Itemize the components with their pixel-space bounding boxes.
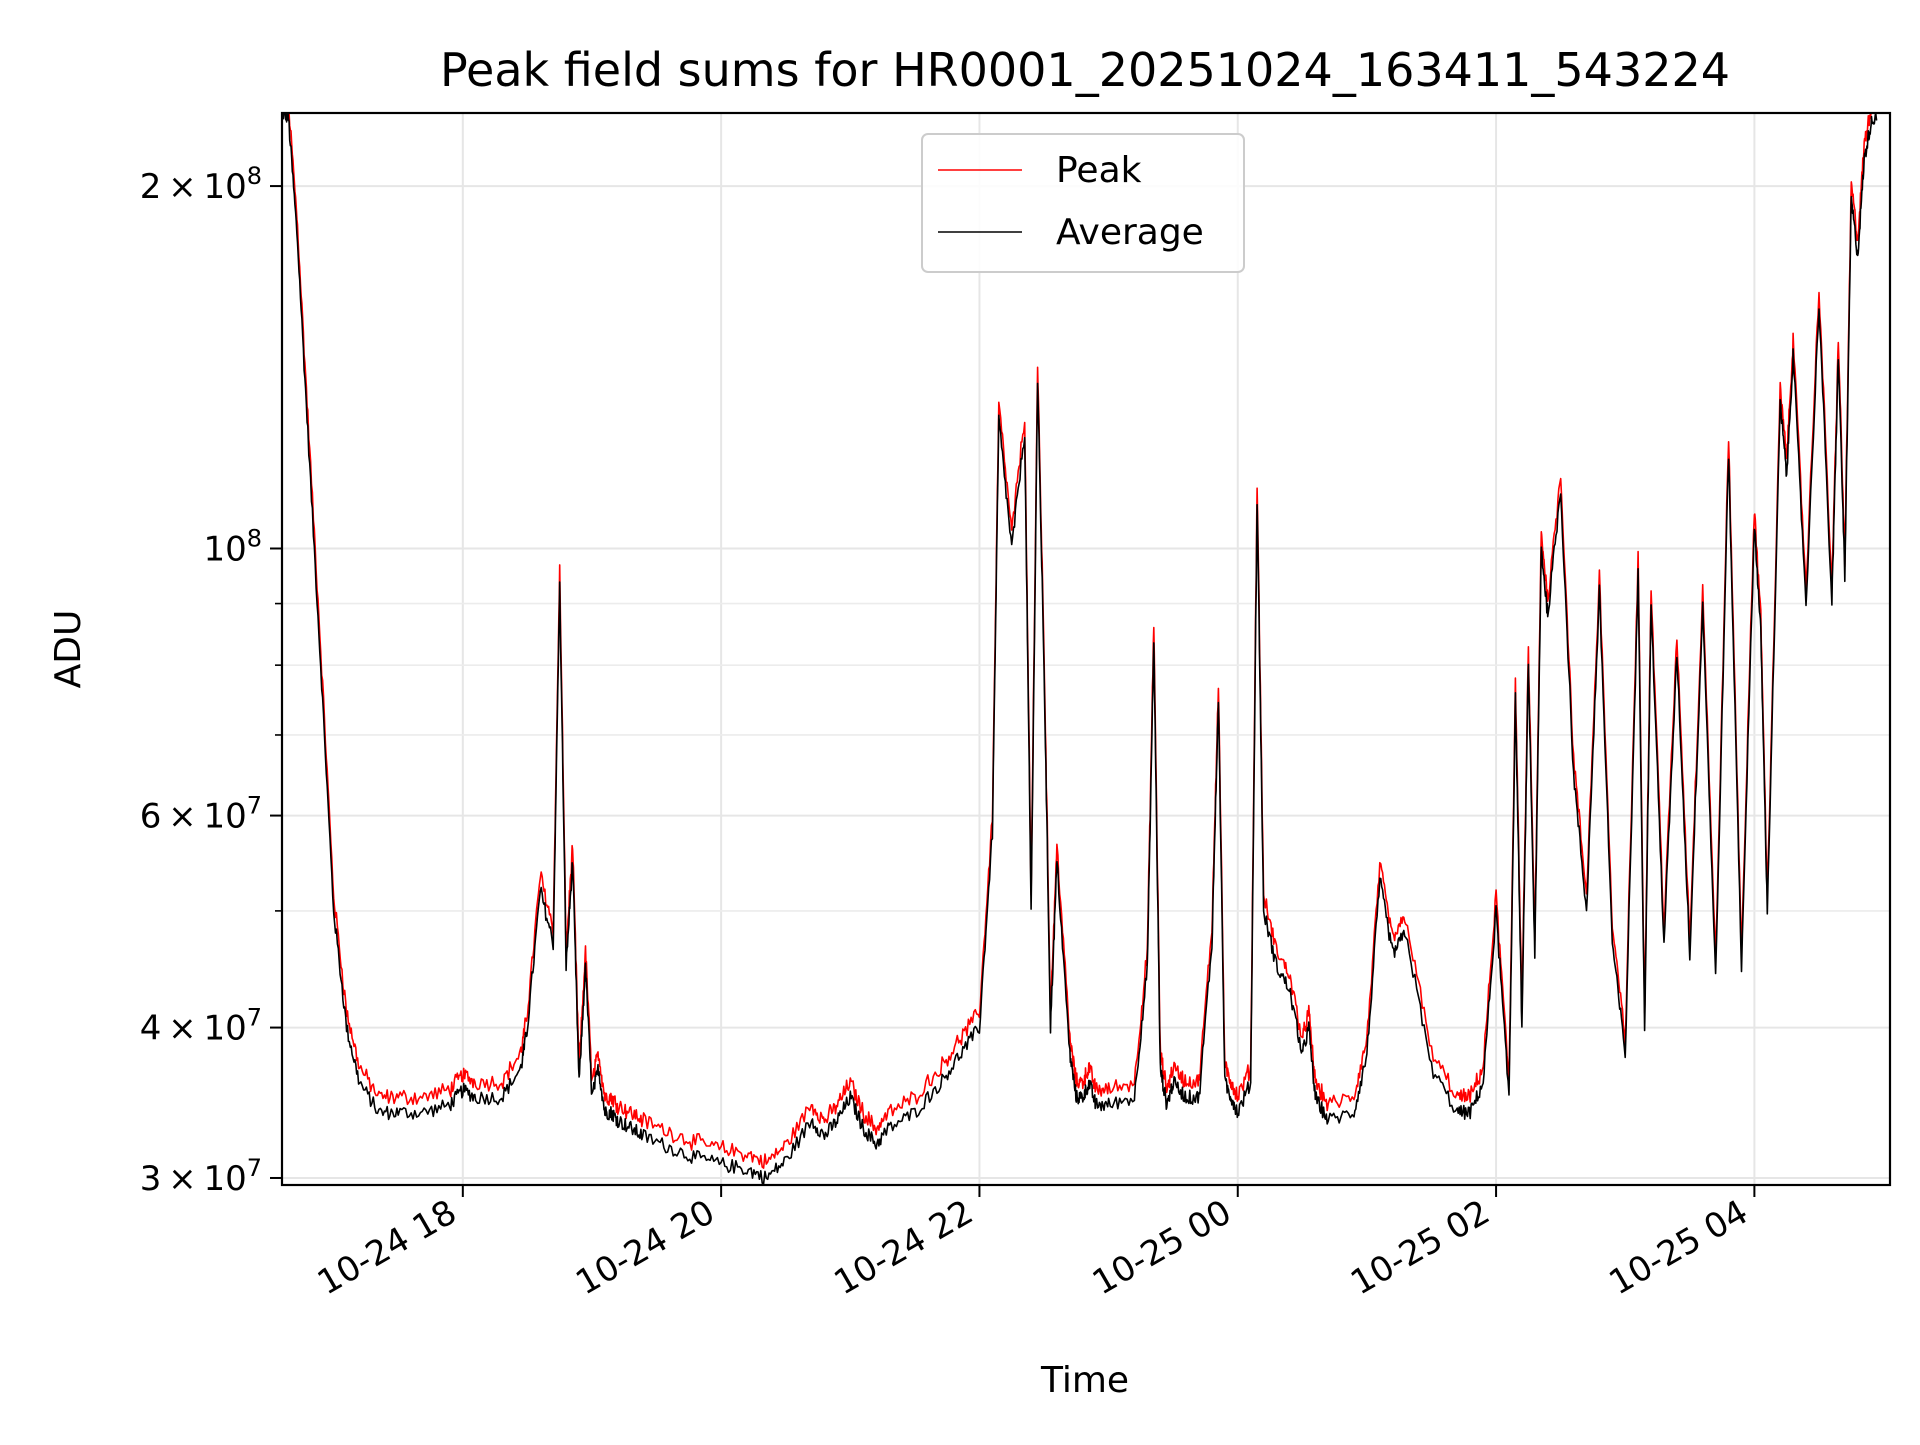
legend-average-label: Average [1056, 212, 1204, 253]
y-tick-label: 3 × 107 [140, 1154, 262, 1199]
y-axis-label: ADU [48, 610, 89, 689]
series-peak-line [281, 112, 1877, 1169]
chart-title: Peak field sums for HR0001_20251024_1634… [440, 43, 1730, 97]
y-tick-label: 4 × 107 [140, 1004, 262, 1049]
y-tick-label: 108 [203, 524, 262, 569]
legend-box [921, 133, 1245, 273]
series-layer [281, 112, 1878, 1185]
x-axis-label: Time [1040, 1360, 1129, 1401]
y-axis-ticks: 3 × 107 4 × 107 6 × 107 108 2 × 108 [140, 162, 282, 1199]
y-tick-label: 2 × 108 [140, 162, 262, 207]
plot-frame [280, 111, 1892, 1187]
y-tick-label: 6 × 107 [140, 792, 262, 837]
legend-peak-label: Peak [1056, 150, 1142, 191]
legend: Peak Average [921, 133, 1245, 273]
series-average-line [281, 112, 1878, 1185]
